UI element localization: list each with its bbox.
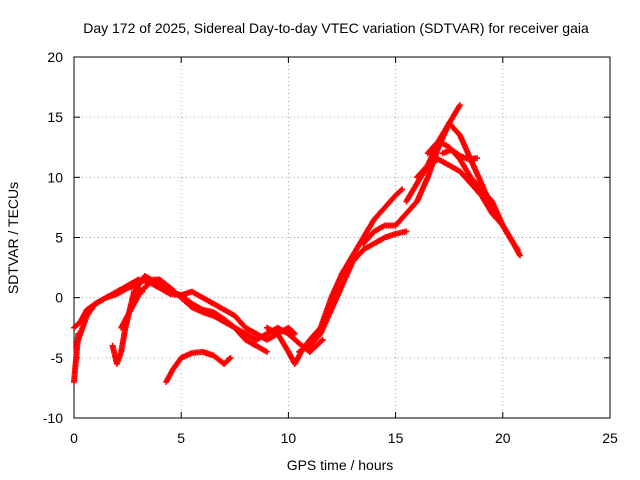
grid [74, 57, 610, 418]
series-track-6 [71, 330, 82, 385]
x-tick-label: 10 [281, 430, 297, 446]
data-point [319, 336, 326, 343]
y-tick-label: 10 [47, 169, 63, 185]
series-track-12 [424, 138, 517, 247]
data-points [71, 102, 523, 385]
data-point [474, 155, 481, 162]
data-point [399, 186, 406, 193]
x-tick-label: 20 [495, 430, 511, 446]
y-axis-label: SDTVAR / TECUs [5, 182, 21, 294]
data-point [510, 240, 517, 247]
x-tick-label: 25 [602, 430, 618, 446]
series-track-13 [439, 146, 481, 163]
series-track-7 [263, 186, 406, 367]
y-tick-label: 5 [55, 230, 63, 246]
y-axis-tick-labels: -10 -5 0 5 10 15 20 [43, 49, 63, 426]
y-tick-label: -10 [43, 410, 63, 426]
x-axis-tick-labels: 0 5 10 15 20 25 [70, 430, 618, 446]
x-tick-label: 5 [177, 430, 185, 446]
series-track-4 [118, 276, 326, 355]
data-point [516, 252, 523, 259]
data-point [75, 330, 82, 337]
data-point [456, 102, 463, 109]
data-point [514, 246, 521, 253]
y-tick-label: 0 [55, 290, 63, 306]
series-track-2 [73, 273, 270, 355]
data-point [403, 228, 410, 235]
series-track-8 [296, 228, 410, 355]
chart-title: Day 172 of 2025, Sidereal Day-to-day VTE… [83, 20, 589, 36]
data-point [263, 348, 270, 355]
x-axis-label: GPS time / hours [287, 457, 394, 473]
data-point [291, 330, 298, 337]
series-track-5 [163, 348, 234, 385]
y-tick-label: 15 [47, 109, 63, 125]
x-tick-label: 15 [388, 430, 404, 446]
y-tick-label: -5 [51, 350, 64, 366]
data-point [227, 354, 234, 361]
y-tick-label: 20 [47, 49, 63, 65]
x-tick-label: 0 [70, 430, 78, 446]
axis-ticks [73, 56, 611, 419]
